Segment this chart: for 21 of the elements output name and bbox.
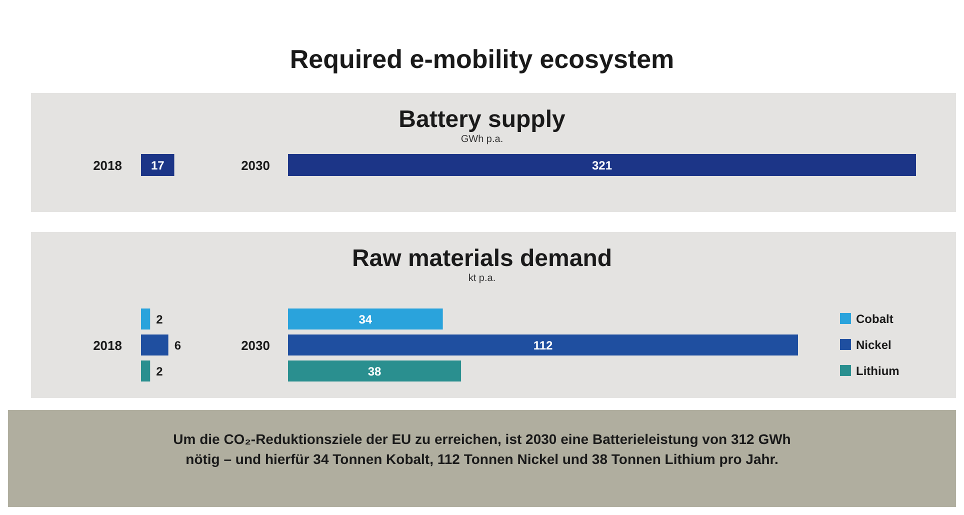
data-label: 17	[150, 158, 165, 172]
data-label: 2	[156, 312, 164, 326]
y-tick-label: 2018	[93, 158, 122, 173]
y-tick-label: 2030	[241, 338, 270, 353]
legend-label: Cobalt	[856, 312, 894, 326]
text: kt p.a.	[468, 273, 496, 284]
data-label: 112	[533, 338, 554, 352]
text: Raw materials demand	[352, 245, 612, 272]
legend-label: Lithium	[856, 364, 900, 378]
data-label: 38	[368, 364, 382, 378]
text: Battery supply	[398, 106, 566, 133]
data-label: 321	[592, 158, 612, 172]
text: Um die CO₂-Reduktionsziele der EU zu erreichen, ist 2030 eine Batterieleistung von 312 GWh nötig – und hierfür 34 Tonnen Kobalt, 112 Tonnen Nickel und 38 Tonnen Lithium pro Jahr.	[173, 431, 791, 467]
text: GWh p.a.	[460, 134, 504, 145]
data-label: 6	[174, 338, 182, 352]
text: Required e-mobility ecosystem	[290, 44, 674, 74]
y-tick-label: 2018	[93, 338, 122, 353]
legend-label: Nickel	[856, 338, 892, 352]
data-label: 34	[358, 312, 372, 326]
data-label: 2	[156, 364, 164, 378]
y-tick-label: 2030	[241, 158, 270, 173]
